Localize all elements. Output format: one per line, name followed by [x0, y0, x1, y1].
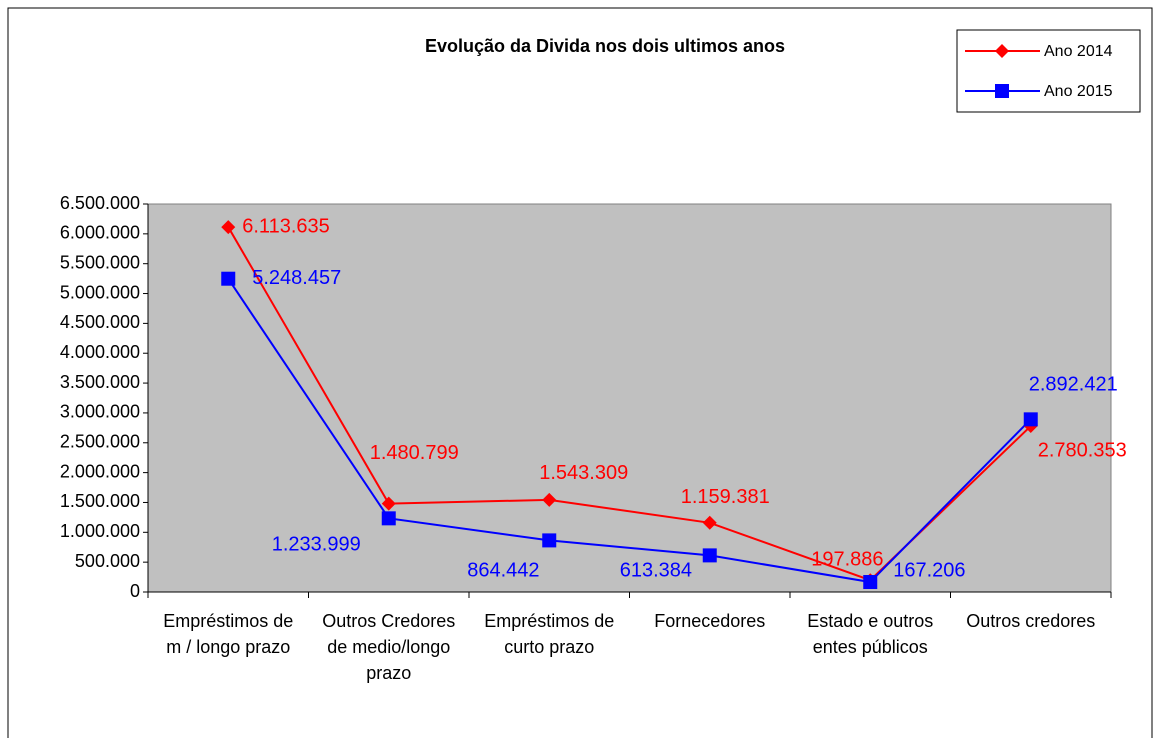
y-tick-label: 6.500.000	[60, 193, 140, 213]
x-tick-label: Outros Credores de medio/longo prazo	[322, 611, 456, 683]
y-tick-label: 4.500.000	[60, 312, 140, 332]
data-label: 1.233.999	[272, 534, 361, 556]
y-tick-label: 5.000.000	[60, 282, 140, 302]
data-label: 1.543.309	[539, 462, 628, 484]
data-label: 613.384	[620, 560, 692, 582]
x-tick-label: Empréstimos de curto prazo	[484, 611, 615, 657]
y-tick-label: 2.000.000	[60, 461, 140, 481]
data-marker	[1023, 412, 1038, 427]
data-marker	[221, 271, 236, 286]
data-label: 6.113.635	[242, 215, 330, 237]
x-tick-label: Empréstimos de m / longo prazo	[163, 611, 294, 657]
data-label: 2.892.421	[1029, 374, 1118, 396]
chart-title: Evolução da Divida nos dois ultimos anos	[425, 36, 785, 56]
data-marker	[381, 511, 396, 526]
data-marker	[995, 44, 1009, 58]
data-label: 864.442	[467, 560, 539, 582]
data-label: 167.206	[893, 559, 965, 581]
x-tick-label: Outros credores	[966, 611, 1096, 631]
y-tick-label: 4.000.000	[60, 342, 140, 362]
data-label: 1.159.381	[681, 486, 770, 508]
y-tick-label: 3.500.000	[60, 372, 140, 392]
x-tick-label: Fornecedores	[654, 611, 766, 631]
data-label: 5.248.457	[252, 267, 341, 289]
data-marker	[863, 575, 878, 590]
data-marker	[702, 548, 717, 563]
y-tick-label: 1.500.000	[60, 491, 140, 511]
y-tick-label: 6.000.000	[60, 223, 140, 243]
data-marker	[542, 492, 557, 507]
data-label: 1.480.799	[370, 442, 459, 464]
data-marker	[995, 84, 1009, 98]
y-tick-label: 500.000	[75, 551, 140, 571]
y-tick-label: 5.500.000	[60, 252, 140, 272]
series-line	[227, 278, 1032, 584]
data-label: 2.780.353	[1038, 439, 1127, 461]
data-marker	[542, 533, 557, 548]
legend-label: Ano 2015	[1044, 83, 1113, 100]
data-label: 197.886	[811, 548, 883, 570]
y-tick-label: 0	[130, 581, 140, 601]
y-tick-label: 3.000.000	[60, 402, 140, 422]
x-tick-label: Estado e outros entes públicos	[807, 611, 934, 657]
legend-label: Ano 2014	[1044, 43, 1113, 60]
legend-box	[956, 29, 1141, 113]
y-tick-label: 1.000.000	[60, 521, 140, 541]
y-tick-label: 2.500.000	[60, 432, 140, 452]
data-marker	[702, 515, 717, 530]
data-marker	[221, 220, 236, 235]
data-marker	[381, 496, 396, 511]
